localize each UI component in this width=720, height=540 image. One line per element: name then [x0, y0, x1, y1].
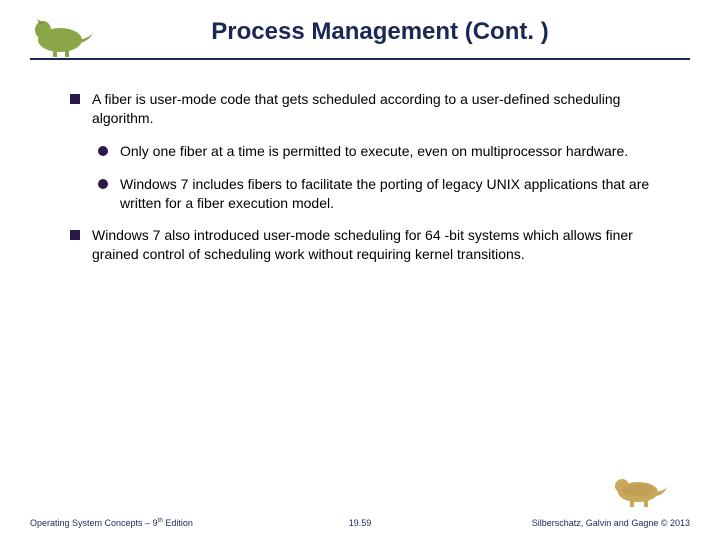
- bullet-item: Windows 7 includes fibers to facilitate …: [98, 175, 670, 213]
- bullet-text: A fiber is user-mode code that gets sche…: [92, 91, 620, 126]
- footer-left-suffix: Edition: [163, 518, 193, 528]
- slide-content: A fiber is user-mode code that gets sche…: [0, 60, 720, 264]
- dinosaur-top-icon: [25, 5, 95, 60]
- bullet-text: Only one fiber at a time is permitted to…: [120, 143, 628, 159]
- bullet-item: Only one fiber at a time is permitted to…: [98, 142, 670, 161]
- footer-copyright: Silberschatz, Galvin and Gagne © 2013: [532, 518, 690, 528]
- bullet-text: Windows 7 also introduced user-mode sche…: [92, 227, 633, 262]
- dinosaur-bottom-icon: [610, 470, 670, 510]
- footer-page-number: 19.59: [349, 518, 372, 528]
- footer-left: Operating System Concepts – 9th Edition: [30, 517, 193, 528]
- slide-title: Process Management (Cont. ): [80, 18, 680, 46]
- bullet-item: Windows 7 also introduced user-mode sche…: [70, 226, 670, 264]
- footer-left-prefix: Operating System Concepts – 9: [30, 518, 158, 528]
- slide-footer: Operating System Concepts – 9th Edition …: [0, 517, 720, 528]
- bullet-item: A fiber is user-mode code that gets sche…: [70, 90, 670, 128]
- bullet-text: Windows 7 includes fibers to facilitate …: [120, 176, 649, 211]
- slide-header: Process Management (Cont. ): [0, 0, 720, 54]
